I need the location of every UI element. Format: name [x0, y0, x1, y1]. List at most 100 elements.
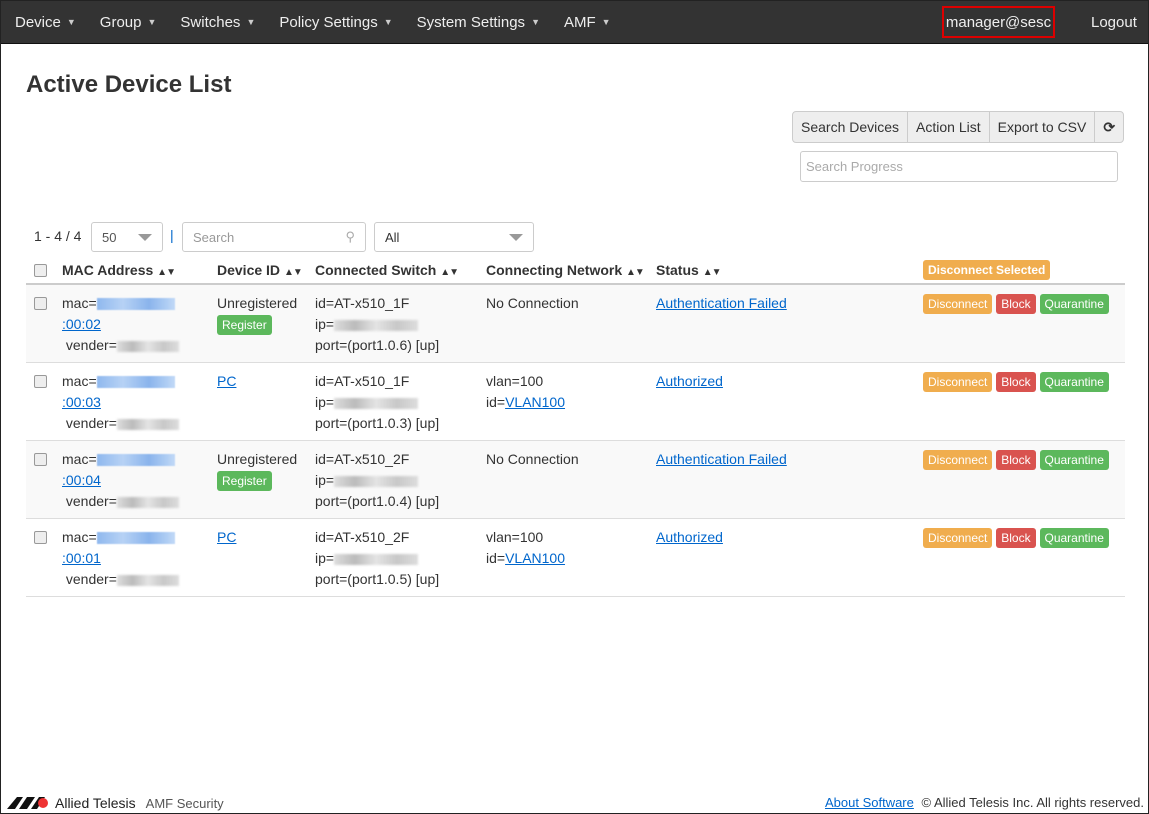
row-checkbox[interactable] [34, 375, 47, 388]
vlan-link[interactable]: VLAN100 [505, 550, 566, 566]
quarantine-button[interactable]: Quarantine [1039, 450, 1109, 470]
disconnect-button[interactable]: Disconnect [923, 528, 993, 548]
nav-switches[interactable]: Switches ▼ [166, 14, 265, 31]
redacted-ip [334, 319, 419, 331]
nav-label: Group [99, 13, 142, 31]
vender-label: vender= [65, 415, 117, 431]
logout-link[interactable]: Logout [1091, 14, 1137, 31]
caret-down-icon: ▼ [66, 17, 76, 27]
redacted-ip [334, 475, 419, 487]
ip-label: ip= [315, 472, 335, 488]
top-navbar: Device ▼ Group ▼ Switches ▼ Policy Settings… [1, 1, 1148, 44]
product-name: AMF Security [145, 795, 224, 811]
sort-icon: ▲▼ [440, 266, 459, 278]
quarantine-button[interactable]: Quarantine [1039, 528, 1109, 548]
separator: | [170, 227, 174, 243]
mac-link[interactable]: :00:04 [62, 451, 175, 488]
nav-label: System Settings [416, 13, 526, 31]
quarantine-button[interactable]: Quarantine [1039, 294, 1109, 314]
page-size-value: 50 [102, 229, 117, 245]
status-link[interactable]: Authentication Failed [656, 451, 787, 467]
allied-telesis-logo [7, 797, 48, 809]
mac-link[interactable]: :00:01 [62, 529, 175, 566]
ip-label: ip= [315, 550, 335, 566]
redacted-vender [116, 418, 179, 430]
block-button[interactable]: Block [996, 450, 1036, 470]
redacted-ip [334, 397, 419, 409]
action-list-button[interactable]: Action List [908, 112, 990, 142]
redacted-ip [334, 553, 419, 565]
nav-device[interactable]: Device ▼ [1, 14, 86, 31]
refresh-button[interactable]: ⟳ [1095, 112, 1123, 142]
col-network[interactable]: Connecting Network ▲▼ [482, 256, 652, 285]
device-id-link[interactable]: PC [217, 529, 237, 545]
col-switch[interactable]: Connected Switch ▲▼ [311, 256, 482, 285]
caret-down-icon: ▼ [383, 17, 393, 27]
register-button[interactable]: Register [217, 315, 272, 335]
mac-link[interactable]: :00:03 [62, 373, 175, 410]
status-link[interactable]: Authorized [656, 373, 723, 389]
switch-id: id=AT-x510_1F [315, 373, 410, 389]
vender-label: vender= [65, 571, 117, 587]
disconnect-button[interactable]: Disconnect [923, 294, 993, 314]
search-progress: Search Progress [800, 151, 1118, 182]
brand-name: Allied Telesis [55, 795, 136, 811]
block-button[interactable]: Block [996, 528, 1036, 548]
status-link[interactable]: Authorized [656, 529, 723, 545]
page-size-select[interactable]: 50 [91, 222, 163, 252]
vender-label: vender= [65, 493, 117, 509]
disconnect-button[interactable]: Disconnect [923, 372, 993, 392]
sort-icon: ▲▼ [626, 266, 645, 278]
select-all-checkbox[interactable] [34, 263, 47, 277]
row-checkbox[interactable] [34, 297, 47, 310]
nav-label: Device [15, 13, 61, 31]
table-row: mac=:00:01 vender= PC id=AT-x510_2F ip= po… [26, 518, 1125, 597]
sort-icon: ▲▼ [283, 266, 303, 278]
filter-select[interactable]: All [374, 222, 534, 252]
caret-down-icon: ▼ [531, 17, 540, 27]
table-row: mac=:00:02 vender= Unregistered Register … [26, 284, 1125, 363]
redacted-vender [116, 574, 179, 586]
vender-label: vender= [65, 337, 117, 353]
nav-system-settings[interactable]: System Settings ▼ [403, 14, 550, 31]
disconnect-button[interactable]: Disconnect [923, 450, 993, 470]
register-button[interactable]: Register [217, 471, 272, 491]
row-checkbox[interactable] [34, 531, 47, 544]
export-csv-button[interactable]: Export to CSV [990, 112, 1096, 142]
disconnect-selected-button[interactable]: Disconnect Selected [923, 259, 1051, 280]
col-device-id[interactable]: Device ID ▲▼ [213, 256, 311, 285]
footer-brand: Allied Telesis AMF Security [7, 795, 224, 811]
search-input[interactable]: Search ⚲ [182, 222, 366, 252]
about-software-link[interactable]: About Software [824, 795, 914, 810]
network: No Connection [486, 451, 579, 467]
search-devices-button[interactable]: Search Devices [793, 112, 909, 142]
network: vlan=100 [486, 529, 544, 545]
user-menu[interactable]: manager@sesc [942, 6, 1055, 38]
col-mac[interactable]: MAC Address ▲▼ [58, 256, 213, 285]
vlan-link[interactable]: VLAN100 [505, 394, 566, 410]
nav-label: Policy Settings [279, 13, 378, 31]
redacted-mac [96, 376, 175, 389]
block-button[interactable]: Block [996, 372, 1036, 392]
status-link[interactable]: Authentication Failed [656, 295, 787, 311]
caret-down-icon: ▼ [601, 17, 611, 27]
block-button[interactable]: Block [996, 294, 1036, 314]
table-row: mac=:00:03 vender= PC id=AT-x510_1F ip= po… [26, 362, 1125, 441]
row-checkbox[interactable] [34, 453, 47, 466]
nav-amf[interactable]: AMF ▼ [550, 14, 621, 31]
device-id-link[interactable]: PC [217, 373, 237, 389]
caret-down-icon: ▼ [147, 17, 157, 27]
nav-policy-settings[interactable]: Policy Settings ▼ [265, 14, 402, 31]
mac-prefix: mac= [62, 451, 97, 467]
chevron-down-icon [509, 233, 523, 241]
col-status[interactable]: Status ▲▼ [652, 256, 919, 285]
network: No Connection [486, 295, 579, 311]
switch-port: port=(port1.0.4) [up] [315, 493, 440, 509]
quarantine-button[interactable]: Quarantine [1039, 372, 1109, 392]
result-range: 1 - 4 / 4 [34, 228, 82, 244]
redacted-mac [96, 454, 175, 467]
nav-group[interactable]: Group ▼ [86, 14, 167, 31]
mac-link[interactable]: :00:02 [62, 295, 175, 332]
copyright: © Allied Telesis Inc. All rights reserve… [921, 795, 1145, 810]
redacted-mac [96, 298, 175, 311]
